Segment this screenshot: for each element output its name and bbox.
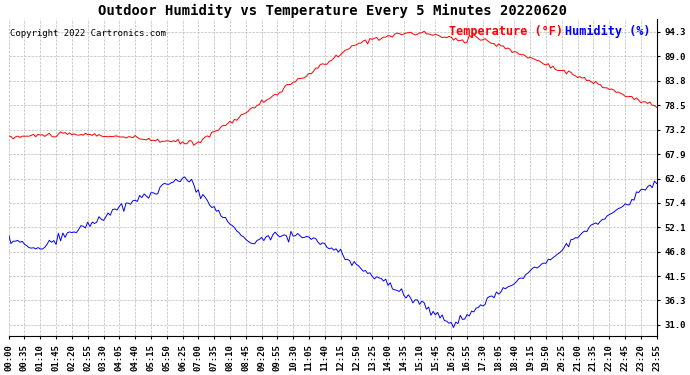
Legend: Temperature (°F), Humidity (%): Temperature (°F), Humidity (%) bbox=[449, 26, 651, 39]
Title: Outdoor Humidity vs Temperature Every 5 Minutes 20220620: Outdoor Humidity vs Temperature Every 5 … bbox=[98, 4, 567, 18]
Text: Copyright 2022 Cartronics.com: Copyright 2022 Cartronics.com bbox=[10, 29, 166, 38]
